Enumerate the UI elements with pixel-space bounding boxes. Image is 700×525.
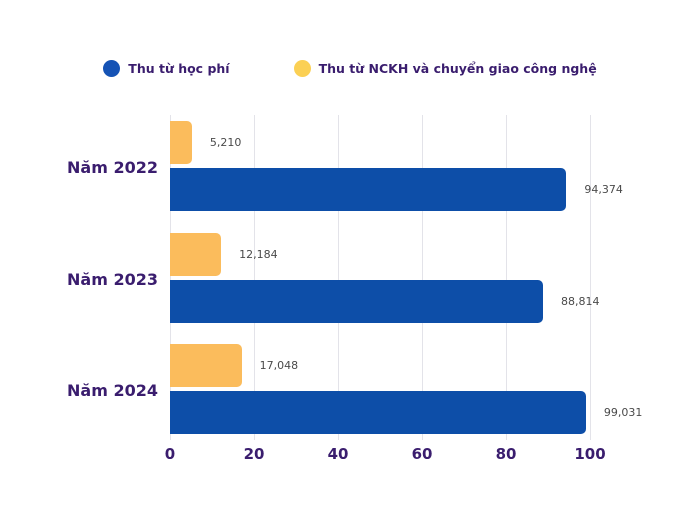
bar-hoc-phi-2023[interactable] [170,279,544,323]
gridline [254,115,255,440]
x-axis-label-60: 60 [411,445,433,463]
gridline [506,115,507,440]
value-label-hoc-phi-2022: 94,374 [584,183,623,196]
category-label-2022: Năm 2022 [67,158,158,177]
value-label-nckh-2022: 5,210 [209,136,242,149]
x-axis-label-40: 40 [327,445,349,463]
x-axis-label-100: 100 [574,445,606,463]
bar-hoc-phi-2024[interactable] [170,391,586,434]
gridline [170,115,171,440]
value-label-nckh-2024: 17,048 [259,359,299,372]
x-axis-label-20: 20 [243,445,265,463]
legend: Thu từ học phí Thu từ NCKH và chuyển gia… [0,60,700,77]
bar-nckh-2023[interactable] [170,232,222,276]
x-axis-label-0: 0 [164,445,176,463]
plot-area: 0 20 40 60 80 100 5,210 94,374 12,184 88,814 17,04… [165,115,642,463]
bar-hoc-phi-2022[interactable] [170,168,567,211]
legend-marker-icon [293,60,311,77]
value-label-nckh-2023: 12,184 [239,247,278,261]
legend-item-nckh[interactable]: Thu từ NCKH và chuyển giao công nghệ [293,60,597,77]
bar-nckh-2024[interactable] [170,344,242,387]
legend-marker-icon [103,60,121,77]
legend-item-hoc-phi[interactable]: Thu từ học phí [103,60,230,77]
x-axis-label-80: 80 [495,445,517,463]
category-label-2024: Năm 2024 [67,381,158,400]
legend-label-nckh: Thu từ NCKH và chuyển giao công nghệ [318,61,597,76]
legend-label-hoc-phi: Thu từ học phí [128,61,230,76]
value-label-hoc-phi-2023: 88,814 [561,294,600,308]
gridline [590,115,591,440]
value-label-hoc-phi-2024: 99,031 [603,406,643,419]
gridline [422,115,423,440]
category-label-2023: Năm 2023 [67,269,158,289]
bar-nckh-2022[interactable] [170,121,192,164]
gridline [338,115,339,440]
